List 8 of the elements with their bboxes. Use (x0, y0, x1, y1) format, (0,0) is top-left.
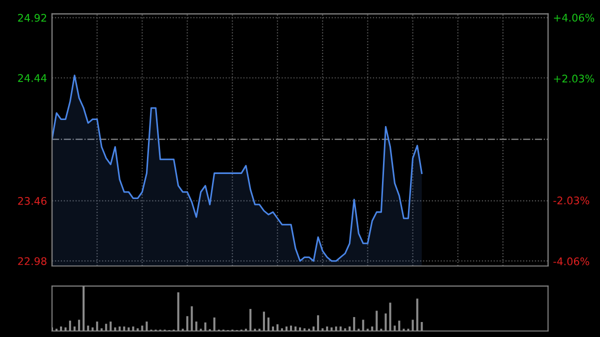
y2-tick-label: +2.03% (554, 74, 594, 83)
y2-tick-label: -4.06% (553, 257, 590, 266)
y-tick-label: 24.44 (18, 74, 47, 82)
y2-tick-label: -2.03% (553, 196, 590, 204)
y-tick-label: 24.92 (18, 14, 46, 22)
y-tick-label: 23.46 (18, 197, 47, 205)
y2-tick-label: +4.06% (554, 14, 594, 22)
y-tick-label: 22.98 (18, 257, 46, 266)
